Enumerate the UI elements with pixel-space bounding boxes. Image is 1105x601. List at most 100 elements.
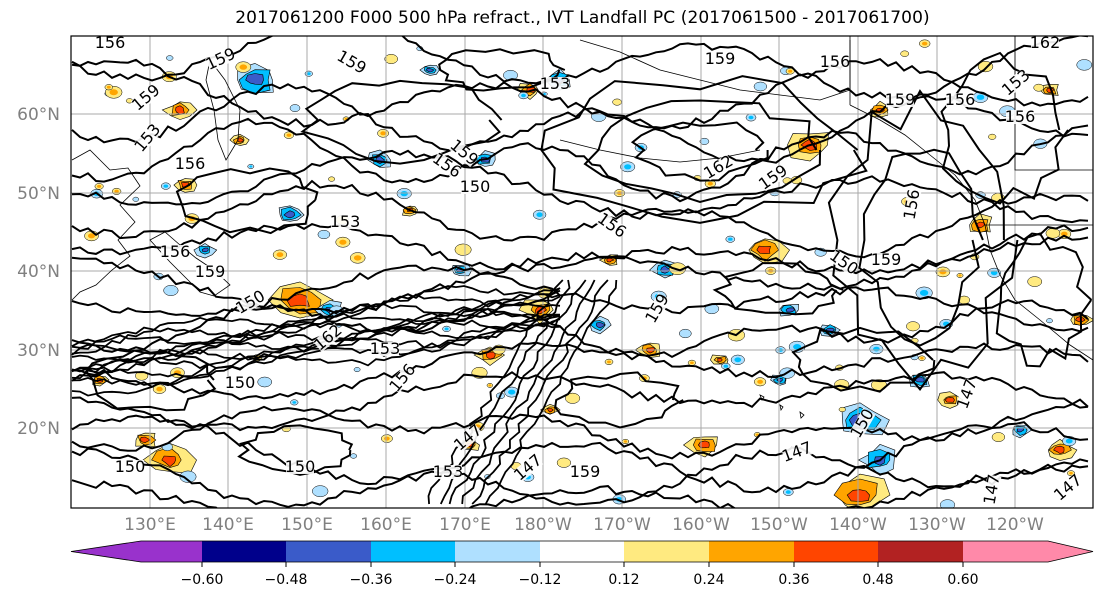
svg-text:150: 150	[225, 373, 256, 392]
shading-speck	[1069, 471, 1073, 475]
shading-speck	[508, 389, 516, 395]
contour-loop	[237, 424, 354, 476]
shading-speck	[873, 346, 880, 352]
svg-text:159: 159	[705, 49, 736, 68]
shading-speck	[166, 55, 174, 61]
shading-speck	[132, 196, 140, 202]
shading-speck	[306, 72, 311, 76]
shading-speck	[328, 176, 336, 182]
contour-label: 153	[433, 462, 464, 481]
shading-speck	[353, 367, 361, 373]
colorbar-segment	[71, 541, 202, 562]
colorbar-tick-label: −0.12	[519, 572, 562, 588]
contour-loop	[554, 371, 684, 429]
shading-patch	[175, 105, 185, 115]
colorbar-segment	[963, 541, 1093, 562]
shading-speck	[991, 432, 1006, 442]
lon-label: 180°W	[514, 515, 572, 535]
shading-speck	[286, 133, 292, 137]
shading-speck	[958, 274, 962, 277]
colorbar-tick-label: −0.60	[181, 572, 224, 588]
shading-layer	[84, 39, 1093, 508]
svg-text:150: 150	[285, 457, 316, 476]
lon-label: 170°E	[439, 515, 491, 535]
contour-label: 159	[871, 250, 902, 269]
contour-line	[448, 279, 587, 505]
shading-speck	[543, 93, 546, 95]
shading-speck	[838, 406, 846, 413]
shading-speck	[623, 440, 628, 443]
colorbar-tick-label: 0.60	[947, 572, 978, 588]
contour-label: 156	[95, 33, 126, 52]
contour-label: 147	[980, 473, 1004, 506]
contour-label: 156	[175, 154, 206, 173]
shading-speck	[690, 361, 694, 365]
shading-patch	[944, 397, 955, 403]
coastline-asia	[71, 149, 141, 301]
contour-label: 159	[195, 262, 226, 281]
contour-line	[71, 149, 1089, 224]
lon-label: 150°W	[750, 515, 808, 535]
shading-speck	[748, 115, 754, 120]
shading-speck	[349, 453, 358, 459]
coastline-japan	[149, 231, 231, 297]
colorbar-tick-label: −0.36	[350, 572, 393, 588]
svg-text:153: 153	[370, 339, 401, 358]
contour-line	[71, 323, 561, 397]
contour-line	[461, 279, 596, 505]
shading-speck	[900, 50, 910, 57]
shading-speck	[292, 401, 297, 404]
shading-speck	[920, 357, 924, 360]
shading-patch	[776, 377, 783, 383]
shading-speck	[239, 64, 248, 70]
contour-label: 156	[900, 188, 924, 221]
contour-loop	[791, 326, 936, 393]
shading-patch	[785, 307, 796, 313]
svg-text:159: 159	[570, 462, 601, 481]
map-frame	[70, 35, 1094, 509]
shading-speck	[454, 243, 472, 256]
contour-loop	[300, 79, 503, 165]
svg-text:156: 156	[820, 52, 851, 71]
lon-label: 160°W	[672, 515, 730, 535]
lat-label: 60°N	[17, 105, 60, 125]
lat-label: 30°N	[17, 341, 60, 361]
shading-patch	[161, 455, 176, 467]
shading-speck	[1076, 59, 1093, 71]
contour-label: 156	[820, 52, 851, 71]
shading-speck	[276, 252, 284, 258]
contour-label: 159	[885, 90, 916, 109]
coastline-alaska	[579, 39, 851, 101]
svg-text:159: 159	[885, 90, 916, 109]
contour-loop	[712, 262, 844, 316]
colorbar-outline	[70, 540, 1094, 563]
shading-speck	[249, 165, 253, 168]
svg-text:153: 153	[433, 462, 464, 481]
lon-label: 170°W	[593, 515, 651, 535]
shading-speck	[163, 285, 179, 296]
svg-text:162: 162	[1030, 33, 1061, 52]
colorbar-tick-label: 0.24	[693, 572, 724, 588]
shading-patch	[606, 257, 615, 263]
lon-label: 130°E	[124, 515, 176, 535]
contour-label: 156	[160, 242, 191, 261]
colorbar-tick-label: 0.12	[608, 572, 639, 588]
shading-speck	[521, 93, 526, 98]
colorbar-tick-label: −0.48	[265, 572, 308, 588]
shading-patch	[595, 322, 606, 329]
svg-text:156: 156	[160, 242, 191, 261]
colorbar-segment	[540, 541, 624, 562]
svg-text:156: 156	[95, 33, 126, 52]
shading-patch	[283, 210, 296, 219]
contour-label: 156	[945, 90, 976, 109]
contour-label: 150	[115, 457, 146, 476]
svg-text:159: 159	[195, 262, 226, 281]
shading-patch	[756, 245, 771, 254]
contour-label: 159	[570, 462, 601, 481]
svg-text:156: 156	[1005, 107, 1036, 126]
shading-speck	[114, 189, 119, 193]
colorbar: −0.60 −0.48 −0.36 −0.24 −0.12 0.12 0.24 0.36 0.4…	[70, 540, 1094, 588]
contour-loop	[438, 48, 566, 92]
shading-speck	[939, 499, 956, 508]
